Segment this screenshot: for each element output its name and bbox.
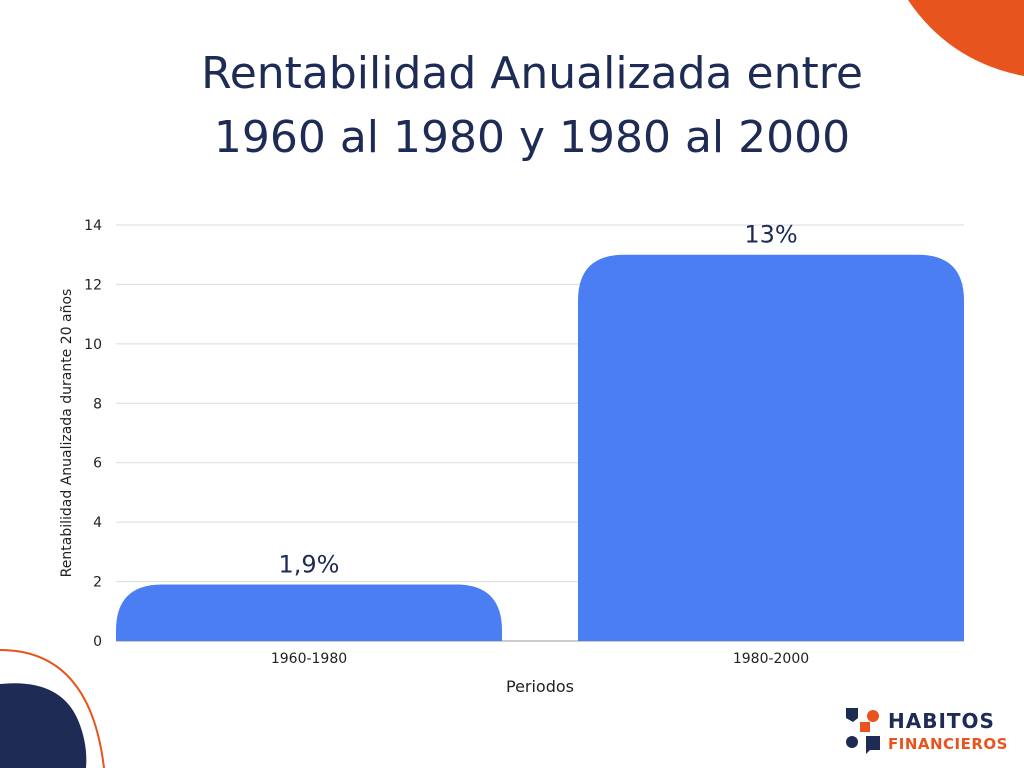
x-tick-label: 1980-2000 — [733, 651, 809, 667]
data-labels: 1,9% 13% — [279, 221, 798, 579]
y-tick-label: 12 — [84, 277, 102, 293]
x-tick-label: 1960-1980 — [271, 651, 347, 667]
x-axis-ticks: 1960-1980 1980-2000 — [271, 651, 809, 667]
y-tick-label: 8 — [93, 396, 102, 412]
y-tick-label: 4 — [93, 515, 102, 531]
bars — [116, 254, 964, 641]
data-label-1960-1980: 1,9% — [279, 551, 340, 579]
chart-title-line-2: 1960 al 1980 y 1980 al 2000 — [213, 112, 851, 163]
y-axis-label: Rentabilidad Anualizada durante 20 años — [59, 289, 75, 578]
y-tick-label: 10 — [84, 337, 102, 353]
chart-title-line-1: Rentabilidad Anualizada entre — [201, 48, 863, 99]
y-tick-label: 0 — [93, 634, 102, 650]
y-tick-label: 14 — [84, 218, 102, 234]
brand-name-line-1: HABITOS — [888, 709, 995, 733]
habitos-financieros-logo-icon — [846, 708, 880, 754]
corner-orange-shape — [908, 0, 1024, 76]
y-tick-label: 2 — [93, 575, 102, 591]
x-axis-label: Periodos — [506, 677, 574, 696]
bar-1960-1980 — [116, 584, 502, 641]
y-axis-ticks: 0 2 4 6 8 10 12 14 — [84, 218, 102, 650]
corner-orange-line — [0, 649, 105, 768]
y-tick-label: 6 — [93, 456, 102, 472]
bar-1980-2000 — [578, 254, 964, 641]
corner-navy-shape — [0, 683, 87, 768]
data-label-1980-2000: 13% — [744, 221, 797, 249]
brand-name-line-2: FINANCIEROS — [888, 735, 1008, 753]
